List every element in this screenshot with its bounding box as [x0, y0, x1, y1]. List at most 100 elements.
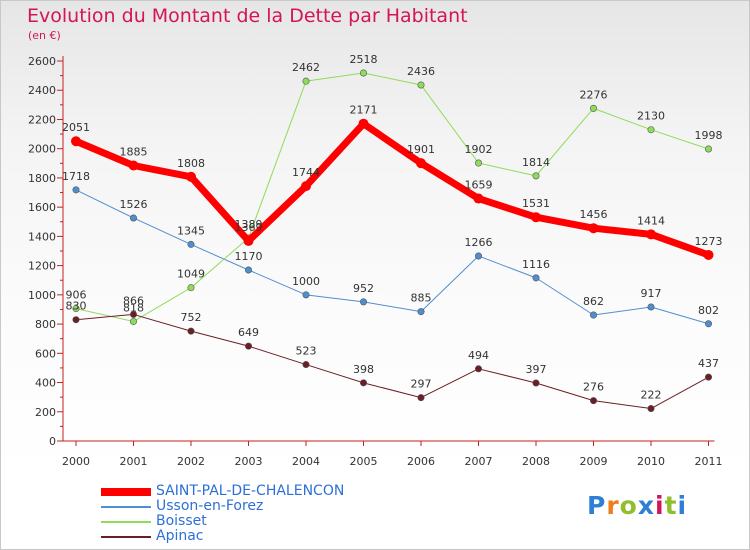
data-point	[359, 298, 367, 306]
data-point	[187, 327, 195, 335]
data-label: 1049	[177, 268, 205, 281]
data-label: 2462	[292, 61, 320, 74]
data-point	[532, 379, 540, 387]
data-point	[474, 252, 482, 260]
data-label: 1718	[62, 170, 90, 183]
data-label: 1526	[120, 198, 148, 211]
y-tick-label: 0	[49, 435, 56, 448]
x-tick-label: 2003	[235, 455, 263, 468]
data-label: 1744	[292, 166, 320, 179]
data-label: 1116	[522, 258, 550, 271]
series-line	[75, 72, 709, 322]
data-label: 818	[123, 301, 144, 314]
legend-swatch	[101, 488, 151, 496]
data-point	[474, 365, 482, 373]
x-tick-label: 2006	[407, 455, 435, 468]
data-point	[359, 69, 367, 77]
data-label: 906	[66, 289, 87, 302]
y-tick-label: 2200	[28, 113, 56, 126]
legend-swatch	[101, 506, 151, 508]
data-point	[473, 193, 484, 204]
data-point	[130, 310, 138, 318]
data-label: 885	[411, 292, 432, 305]
y-tick-label: 2600	[28, 55, 56, 68]
data-point	[417, 308, 425, 316]
data-point	[130, 317, 138, 325]
data-label: 952	[353, 282, 374, 295]
data-label: 1659	[465, 179, 493, 192]
x-tick-label: 2011	[695, 455, 723, 468]
data-label: 649	[238, 326, 259, 339]
legend-label: Usson-en-Forez	[156, 498, 264, 514]
data-point	[589, 104, 597, 112]
data-label: 752	[181, 311, 202, 324]
legend-label: Boisset	[156, 513, 207, 529]
data-point	[302, 291, 310, 299]
data-point	[358, 118, 369, 129]
data-point	[646, 229, 656, 240]
data-label: 1345	[177, 224, 205, 237]
data-point	[130, 214, 138, 222]
data-point	[532, 274, 540, 282]
data-point	[243, 235, 254, 246]
x-tick-label: 2000	[62, 455, 90, 468]
data-point	[186, 171, 196, 182]
data-point	[301, 181, 311, 192]
series-line	[74, 120, 710, 259]
y-tick-label: 2000	[28, 143, 56, 156]
data-label: 2518	[350, 53, 378, 66]
data-point	[128, 160, 139, 171]
data-point	[589, 311, 597, 319]
data-point	[647, 405, 655, 413]
data-point	[532, 172, 540, 180]
x-tick-label: 2005	[350, 455, 378, 468]
y-tick-label: 1400	[28, 230, 56, 243]
data-label: 1808	[177, 157, 205, 170]
data-label: 1902	[465, 143, 493, 156]
y-tick-label: 1200	[28, 260, 56, 273]
data-point	[417, 81, 425, 89]
data-label: 866	[123, 294, 144, 307]
x-tick-label: 2010	[637, 455, 665, 468]
y-tick-label: 200	[35, 406, 56, 419]
chart-title: Evolution du Montant de la Dette par Hab…	[27, 5, 468, 27]
data-label: 802	[698, 304, 719, 317]
x-tick-label: 2004	[292, 455, 320, 468]
data-point	[187, 284, 195, 292]
data-point	[359, 379, 367, 387]
data-point	[72, 316, 80, 324]
data-point	[245, 342, 253, 350]
data-label: 1369	[235, 221, 263, 234]
proxiti-logo: Proxiti	[587, 491, 688, 520]
data-label: 1389	[235, 218, 263, 231]
x-tick-label: 2001	[120, 455, 148, 468]
data-point	[71, 136, 81, 147]
y-tick-label: 1800	[28, 172, 56, 185]
x-tick-label: 2002	[177, 455, 205, 468]
series-line	[75, 189, 709, 325]
data-label: 1998	[695, 129, 723, 142]
data-point	[531, 212, 541, 223]
legend-label: SAINT-PAL-DE-CHALENCON	[156, 483, 345, 499]
data-label: 398	[353, 363, 374, 376]
data-point	[588, 223, 599, 234]
y-tick-label: 1600	[28, 201, 56, 214]
data-label: 276	[583, 381, 604, 394]
data-label: 1901	[407, 143, 435, 156]
data-point	[72, 305, 80, 313]
data-point	[416, 158, 426, 169]
data-label: 862	[583, 295, 604, 308]
data-label: 1273	[695, 235, 723, 248]
legend-label: Apinac	[156, 528, 204, 544]
data-label: 2130	[637, 110, 665, 123]
series-line	[75, 313, 709, 410]
data-label: 1531	[522, 197, 550, 210]
data-label: 2171	[350, 104, 378, 117]
data-point	[72, 186, 80, 194]
data-label: 2276	[580, 88, 608, 101]
x-tick-label: 2008	[522, 455, 550, 468]
data-label: 1814	[522, 156, 550, 169]
y-tick-label: 2400	[28, 84, 56, 97]
data-point	[589, 397, 597, 405]
